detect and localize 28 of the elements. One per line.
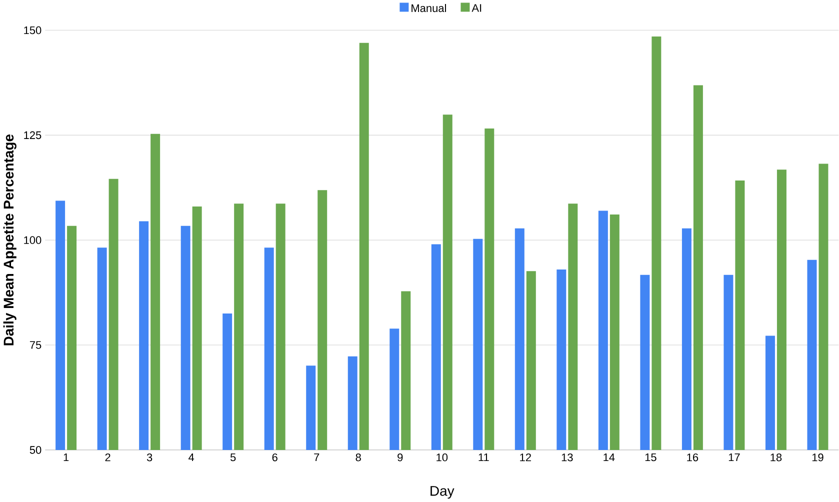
x-tick-label: 10 — [436, 454, 448, 462]
x-tick-label: 8 — [356, 454, 361, 462]
x-tick-label: 7 — [314, 454, 320, 462]
x-tick-label: 11 — [478, 454, 489, 462]
y-tick-label: 150 — [24, 26, 42, 34]
y-tick-label: 75 — [30, 341, 42, 349]
x-tick-label: 1 — [64, 454, 69, 462]
x-tick-label: 2 — [105, 454, 110, 462]
x-tick-label: 14 — [604, 454, 615, 462]
x-tick-label: 3 — [146, 454, 152, 462]
y-tick-label: 125 — [24, 131, 42, 140]
x-tick-label: 19 — [812, 454, 824, 462]
x-tick-label: 16 — [687, 454, 698, 462]
x-tick-label: 5 — [230, 454, 236, 462]
y-tick-label: 100 — [24, 236, 42, 244]
x-tick-label: 6 — [272, 454, 278, 462]
x-axis-title: Day — [430, 486, 454, 499]
x-tick-label: 15 — [645, 454, 656, 462]
y-tick-label: 50 — [30, 446, 42, 454]
x-tick-label: 13 — [562, 454, 573, 462]
x-tick-label: 9 — [398, 454, 403, 462]
x-tick-label: 12 — [520, 454, 531, 462]
legend-label: AI — [472, 4, 482, 12]
x-tick-label: 17 — [728, 454, 740, 462]
y-axis-title: Daily Mean Appetite Percentage — [3, 134, 16, 346]
x-tick-label: 4 — [188, 454, 194, 462]
legend-label: Manual — [412, 4, 446, 12]
x-tick-label: 18 — [770, 454, 782, 462]
